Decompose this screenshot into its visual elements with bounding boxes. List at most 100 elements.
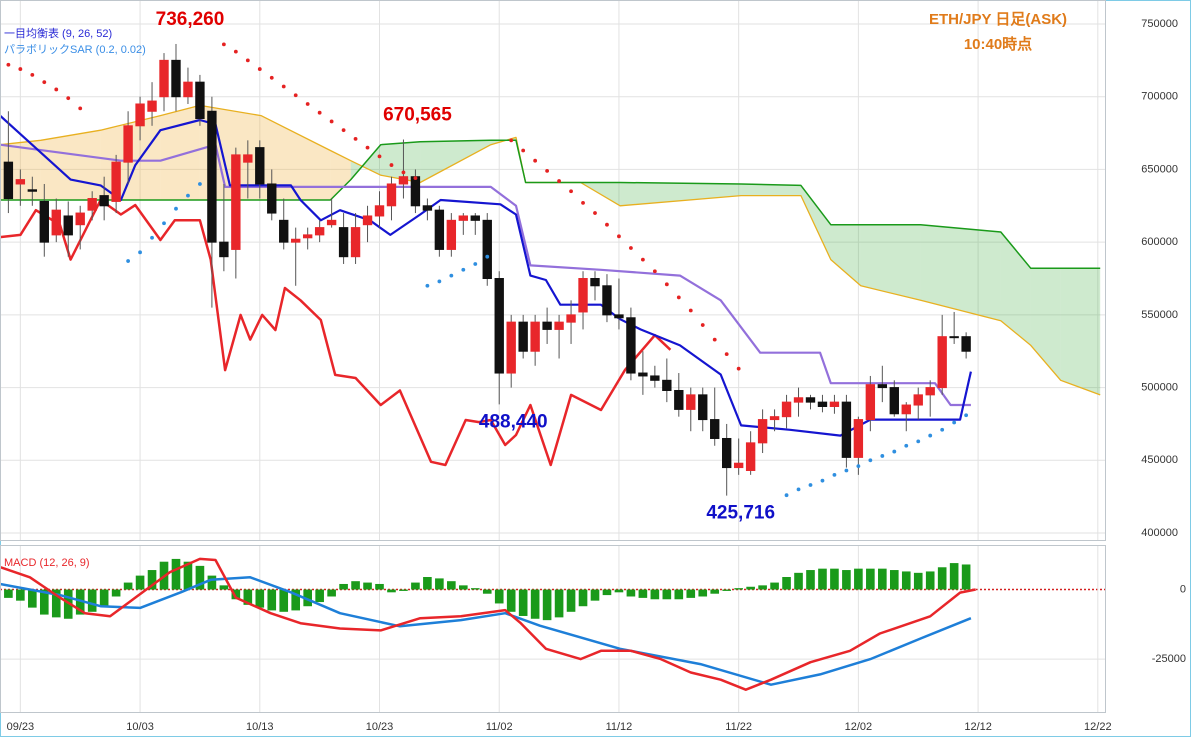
sar-dot <box>18 67 23 71</box>
candle-body <box>733 462 744 469</box>
candle-body <box>793 397 804 403</box>
histogram-bar <box>111 589 121 597</box>
candle-body <box>51 209 61 236</box>
sar-dot <box>449 273 454 278</box>
candle-body <box>39 200 49 243</box>
histogram-bar <box>901 571 911 590</box>
cloud-segment <box>40 130 101 200</box>
cloud-segment <box>420 140 491 183</box>
histogram-bar <box>937 567 947 590</box>
histogram-bar <box>231 589 241 600</box>
candle-body <box>817 401 828 407</box>
candle-body <box>865 384 876 421</box>
candle-body <box>267 183 277 214</box>
y-tick-label: 500000 <box>1141 381 1178 393</box>
cloud-segment <box>741 184 801 196</box>
sar-dot <box>868 458 873 463</box>
x-tick-label: 12/02 <box>845 721 873 733</box>
sar-dot <box>652 269 657 274</box>
sar-dot <box>736 366 741 371</box>
candle-body <box>949 336 959 339</box>
cloud-segment <box>160 105 200 200</box>
histogram-bar <box>363 582 372 590</box>
sar-dot <box>305 102 310 106</box>
candle-body <box>925 387 935 396</box>
candle-body <box>255 147 265 185</box>
candle-body <box>638 372 648 377</box>
histogram-bar <box>279 589 289 612</box>
sar-dot <box>66 96 71 101</box>
sar-dot <box>724 352 729 357</box>
macd-title: MACD (12, 26, 9) <box>4 557 90 569</box>
candle-body <box>781 401 792 418</box>
y-tick-label: 700000 <box>1141 91 1178 103</box>
candle-body <box>123 125 133 163</box>
sar-dot <box>521 148 526 153</box>
x-tick-label: 12/22 <box>1084 721 1112 733</box>
candle-body <box>530 321 540 352</box>
sar-dot <box>700 323 705 327</box>
histogram-bar <box>530 589 540 619</box>
candle-body <box>518 321 528 352</box>
histogram-bar <box>219 585 229 590</box>
histogram-bar <box>183 561 193 590</box>
axes: 400000 450000 500000 550000 600000 650000 7000… <box>4 9 1186 733</box>
histogram-bar <box>578 589 588 607</box>
cloud-segment <box>380 141 421 183</box>
sar-dot <box>617 234 621 239</box>
sar-dot <box>581 200 585 205</box>
legend-entry: パラボリックSAR (0.2, 0.02) <box>4 43 146 56</box>
sar-dot <box>221 42 226 47</box>
signal-line <box>0 576 972 686</box>
sar-dot <box>401 170 406 175</box>
candle-body <box>841 401 852 458</box>
sar-dot <box>593 211 597 215</box>
candle-body <box>662 379 672 391</box>
histogram-bar <box>626 589 636 597</box>
candle-body <box>434 209 445 250</box>
histogram-bar <box>650 589 660 600</box>
histogram-bar <box>854 568 863 590</box>
histogram-bar <box>686 589 696 598</box>
sar-dot <box>796 487 801 492</box>
histogram-bar <box>782 577 791 590</box>
sar-dot <box>712 337 717 342</box>
candle-body <box>446 219 457 250</box>
candle-body <box>374 205 385 217</box>
candle-body <box>494 278 504 374</box>
sar-dot <box>856 464 861 469</box>
histogram-bar <box>39 589 49 615</box>
sar-dot <box>365 145 370 150</box>
candle-body <box>769 416 780 421</box>
candle-body <box>75 212 85 226</box>
histogram-bar <box>99 589 109 607</box>
x-tick-label: 10/03 <box>126 721 154 733</box>
cloud-segment <box>261 115 331 200</box>
histogram-bar <box>87 589 97 612</box>
candle-body <box>326 219 337 226</box>
candle-body <box>722 437 732 469</box>
histogram-bar <box>327 589 336 597</box>
candle-body <box>590 278 600 287</box>
candle-body <box>901 404 911 415</box>
main-plot <box>0 42 1101 498</box>
senkou-span-b <box>0 139 1101 270</box>
histogram-bar <box>925 571 935 590</box>
histogram-bar <box>674 589 684 600</box>
sar-dot <box>413 176 418 181</box>
candle-body <box>829 401 840 407</box>
candle-body <box>231 154 241 250</box>
histogram-bar <box>75 589 85 615</box>
candle-body <box>710 419 720 439</box>
candle-body <box>422 205 433 211</box>
chart-title: ETH/JPY 日足(ASK) <box>929 11 1067 28</box>
histogram-bar <box>866 568 875 590</box>
sar-dot <box>174 206 178 211</box>
candle-body <box>111 161 121 202</box>
histogram-bar <box>542 589 552 621</box>
x-tick-label: 11/12 <box>606 721 633 733</box>
histogram-bar <box>506 589 516 612</box>
histogram-bar <box>614 589 624 593</box>
sar-dot <box>545 168 550 173</box>
